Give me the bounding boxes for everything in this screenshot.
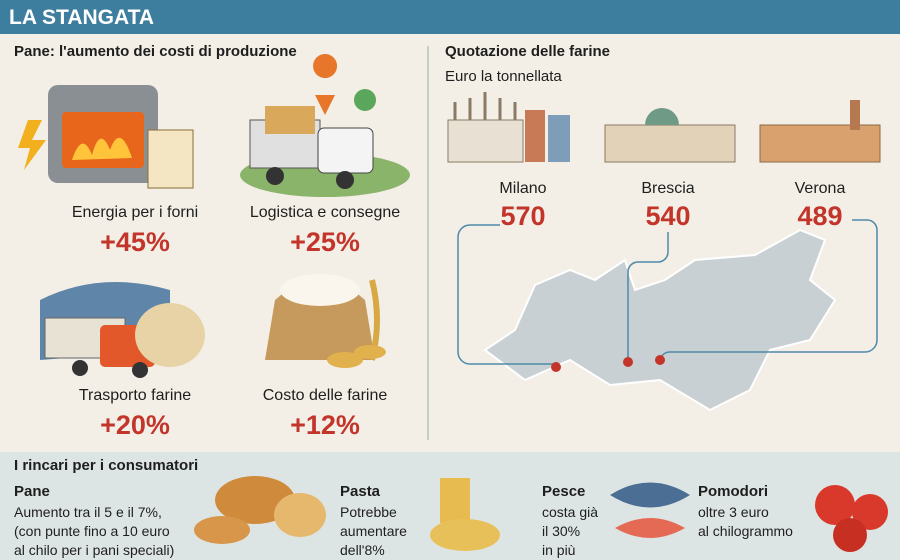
- city-price: 540: [645, 201, 691, 231]
- consumer-item-text: costa già: [542, 504, 599, 520]
- city-name: Brescia: [641, 180, 695, 197]
- consumer-item-text: oltre 3 euro: [698, 504, 769, 520]
- consumer-item-text: al chilogrammo: [698, 523, 793, 539]
- section-title: Pane: l'aumento dei costi di produzione: [14, 43, 297, 60]
- consumer-item-text: Potrebbe: [340, 504, 397, 520]
- consumer-item-name: Pesce: [542, 483, 586, 500]
- section-subtitle: Euro la tonnellata: [445, 68, 562, 85]
- flour-sack-icon: [265, 274, 386, 368]
- consumer-item-text: in più: [542, 542, 576, 558]
- cost-label: Costo delle farine: [262, 387, 388, 404]
- food-icons: [194, 476, 888, 552]
- oven-icon: [18, 85, 194, 189]
- section-title: Quotazione delle farine: [445, 43, 611, 60]
- consumer-item-text: il 30%: [542, 523, 581, 539]
- cost-value: +25%: [290, 227, 360, 257]
- consumer-item-name: Pomodori: [698, 483, 768, 500]
- cost-value: +20%: [100, 410, 170, 440]
- consumer-item-text: aumentare: [340, 523, 407, 539]
- cost-value: +45%: [100, 227, 170, 257]
- cost-value: +12%: [290, 410, 360, 440]
- section-title: I rincari per i consumatori: [14, 457, 199, 474]
- cost-label: Energia per i forni: [71, 204, 199, 221]
- header-title: LA STANGATA: [9, 6, 155, 29]
- cost-label: Trasporto farine: [78, 387, 192, 404]
- city-skylines: [447, 92, 881, 163]
- flour-truck-icon: [40, 282, 205, 378]
- city-price: 570: [500, 201, 546, 231]
- city-name: Milano: [499, 180, 547, 197]
- consumer-item-text: (con punte fino a 10 euro: [14, 523, 170, 539]
- map: [457, 219, 878, 412]
- consumer-item-text: Aumento tra il 5 e il 7%,: [14, 504, 162, 520]
- consumer-item-name: Pasta: [340, 483, 381, 500]
- city-name: Verona: [794, 180, 846, 197]
- consumer-item-text: dell'8%: [340, 542, 385, 558]
- consumer-item-text: al chilo per i pani speciali): [14, 542, 175, 558]
- consumer-item-name: Pane: [14, 483, 50, 500]
- city-price: 489: [797, 201, 843, 231]
- cost-label: Logistica e consegne: [249, 204, 401, 221]
- truck-icon: [240, 54, 410, 197]
- header-bar: [0, 0, 900, 34]
